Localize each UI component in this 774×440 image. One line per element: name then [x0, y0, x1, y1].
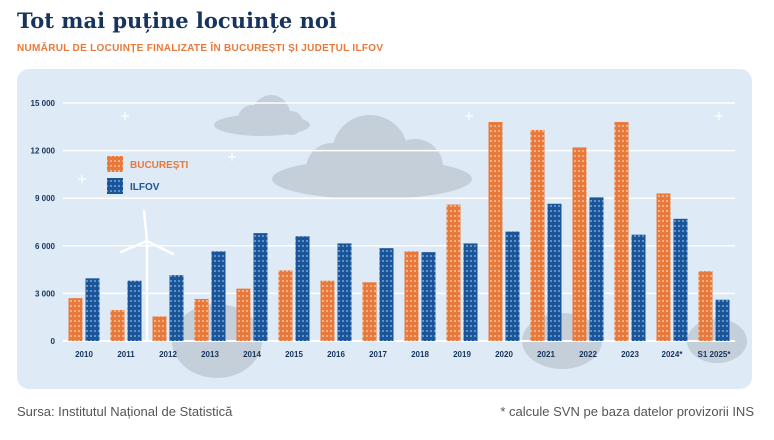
bar-bucuresti — [446, 204, 461, 341]
bar-ilfov — [337, 243, 352, 341]
bar-ilfov — [631, 234, 646, 341]
bar-ilfov — [463, 243, 478, 341]
bar-ilfov — [505, 231, 520, 341]
x-tick-label: 2020 — [495, 350, 513, 359]
x-tick-label: 2010 — [75, 350, 93, 359]
x-tick-label: 2011 — [117, 350, 135, 359]
y-tick-label: 15 000 — [31, 99, 56, 108]
y-tick-label: 0 — [51, 337, 56, 346]
x-tick-label: 2018 — [411, 350, 429, 359]
bar-ilfov — [253, 233, 268, 341]
bar-bucuresti — [698, 271, 713, 341]
bar-bucuresti — [572, 147, 587, 341]
bar-bucuresti — [362, 282, 377, 341]
bar-bucuresti — [110, 310, 125, 341]
legend-label: BUCUREȘTI — [130, 160, 189, 171]
x-tick-label: 2013 — [201, 350, 219, 359]
bar-ilfov — [673, 218, 688, 341]
x-tick-label: 2022 — [579, 350, 597, 359]
bar-bucuresti — [530, 129, 545, 341]
x-tick-label: 2024* — [662, 350, 684, 359]
bars — [68, 122, 730, 341]
bar-bucuresti — [278, 270, 293, 341]
x-axis-ticks: 2010 2011 2012 2013 2014 2015 2016 2017 2018 2019… — [75, 350, 731, 359]
bar-bucuresti — [404, 251, 419, 341]
bar-bucuresti — [152, 316, 167, 341]
legend-swatch — [107, 178, 123, 194]
bar-ilfov — [169, 275, 184, 341]
chart-subtitle: NUMĂRUL DE LOCUINȚE FINALIZATE ÎN BUCURE… — [17, 43, 384, 54]
chart-title: Tot mai puține locuințe noi — [17, 8, 337, 33]
cloud-large-icon — [272, 115, 472, 199]
bar-ilfov — [85, 278, 100, 341]
wind-turbine-icon — [119, 209, 175, 343]
x-tick-label: S1 2025* — [698, 350, 732, 359]
legend-label: ILFOV — [130, 182, 160, 193]
bar-ilfov — [211, 251, 226, 341]
cloud-small-icon — [214, 95, 310, 136]
bar-bucuresti — [236, 288, 251, 341]
footnote-text: * calcule SVN pe baza datelor provizorii… — [500, 404, 754, 419]
bar-ilfov — [421, 252, 436, 341]
bar-ilfov — [715, 299, 730, 341]
source-text: Sursa: Institutul Național de Statistică — [17, 404, 233, 419]
y-axis-ticks: 0 3 000 6 000 9 000 12 000 15 000 — [31, 99, 56, 346]
legend-swatch — [107, 156, 123, 172]
x-tick-label: 2019 — [453, 350, 471, 359]
sparkle-icons — [78, 112, 723, 183]
bar-ilfov — [379, 248, 394, 341]
y-tick-label: 3 000 — [35, 289, 56, 298]
y-tick-label: 12 000 — [31, 147, 56, 156]
y-tick-label: 9 000 — [35, 194, 56, 203]
bar-bucuresti — [68, 298, 83, 341]
bar-bucuresti — [194, 298, 209, 341]
legend: BUCUREȘTI ILFOV — [107, 156, 189, 194]
bar-ilfov — [547, 203, 562, 341]
x-tick-label: 2012 — [159, 350, 177, 359]
bar-ilfov — [589, 197, 604, 341]
bar-bucuresti — [656, 193, 671, 341]
bar-ilfov — [127, 280, 142, 341]
x-tick-label: 2015 — [285, 350, 303, 359]
x-tick-label: 2023 — [621, 350, 639, 359]
bar-bucuresti — [614, 122, 629, 341]
bar-ilfov — [295, 236, 310, 341]
x-tick-label: 2021 — [537, 350, 555, 359]
x-tick-label: 2017 — [369, 350, 387, 359]
x-tick-label: 2016 — [327, 350, 345, 359]
y-tick-label: 6 000 — [35, 242, 56, 251]
x-tick-label: 2014 — [243, 350, 261, 359]
bar-bucuresti — [320, 280, 335, 341]
bar-bucuresti — [488, 122, 503, 341]
